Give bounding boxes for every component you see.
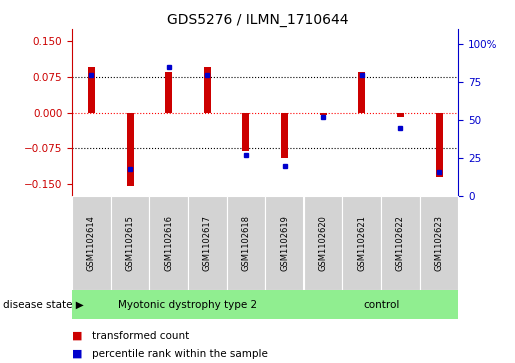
Text: GDS5276 / ILMN_1710644: GDS5276 / ILMN_1710644: [167, 13, 348, 27]
Bar: [149, 196, 188, 290]
Text: transformed count: transformed count: [92, 331, 189, 341]
Bar: [204, 67, 211, 113]
Bar: [281, 113, 288, 158]
Text: GSM1102616: GSM1102616: [164, 215, 173, 271]
Bar: [72, 290, 304, 319]
Bar: [397, 113, 404, 117]
Text: control: control: [363, 300, 399, 310]
Bar: [304, 196, 342, 290]
Bar: [320, 113, 327, 115]
Text: GSM1102621: GSM1102621: [357, 215, 366, 271]
Text: ■: ■: [72, 331, 82, 341]
Bar: [88, 67, 95, 113]
Text: GSM1102617: GSM1102617: [203, 215, 212, 271]
Bar: [188, 196, 227, 290]
Text: GSM1102623: GSM1102623: [435, 215, 443, 271]
Bar: [127, 113, 133, 187]
Text: Myotonic dystrophy type 2: Myotonic dystrophy type 2: [118, 300, 258, 310]
Bar: [72, 196, 111, 290]
Text: GSM1102614: GSM1102614: [87, 215, 96, 271]
Text: GSM1102615: GSM1102615: [126, 215, 134, 271]
Text: GSM1102622: GSM1102622: [396, 215, 405, 271]
Bar: [265, 196, 304, 290]
Text: ■: ■: [72, 349, 82, 359]
Text: disease state ▶: disease state ▶: [3, 300, 83, 310]
Bar: [342, 196, 381, 290]
Bar: [227, 196, 265, 290]
Bar: [111, 196, 149, 290]
Bar: [304, 290, 458, 319]
Bar: [358, 72, 365, 113]
Bar: [381, 196, 420, 290]
Text: GSM1102619: GSM1102619: [280, 215, 289, 271]
Text: percentile rank within the sample: percentile rank within the sample: [92, 349, 268, 359]
Bar: [243, 113, 249, 151]
Bar: [436, 113, 442, 177]
Text: GSM1102620: GSM1102620: [319, 215, 328, 271]
Bar: [420, 196, 458, 290]
Text: GSM1102618: GSM1102618: [242, 215, 250, 271]
Bar: [165, 72, 172, 113]
